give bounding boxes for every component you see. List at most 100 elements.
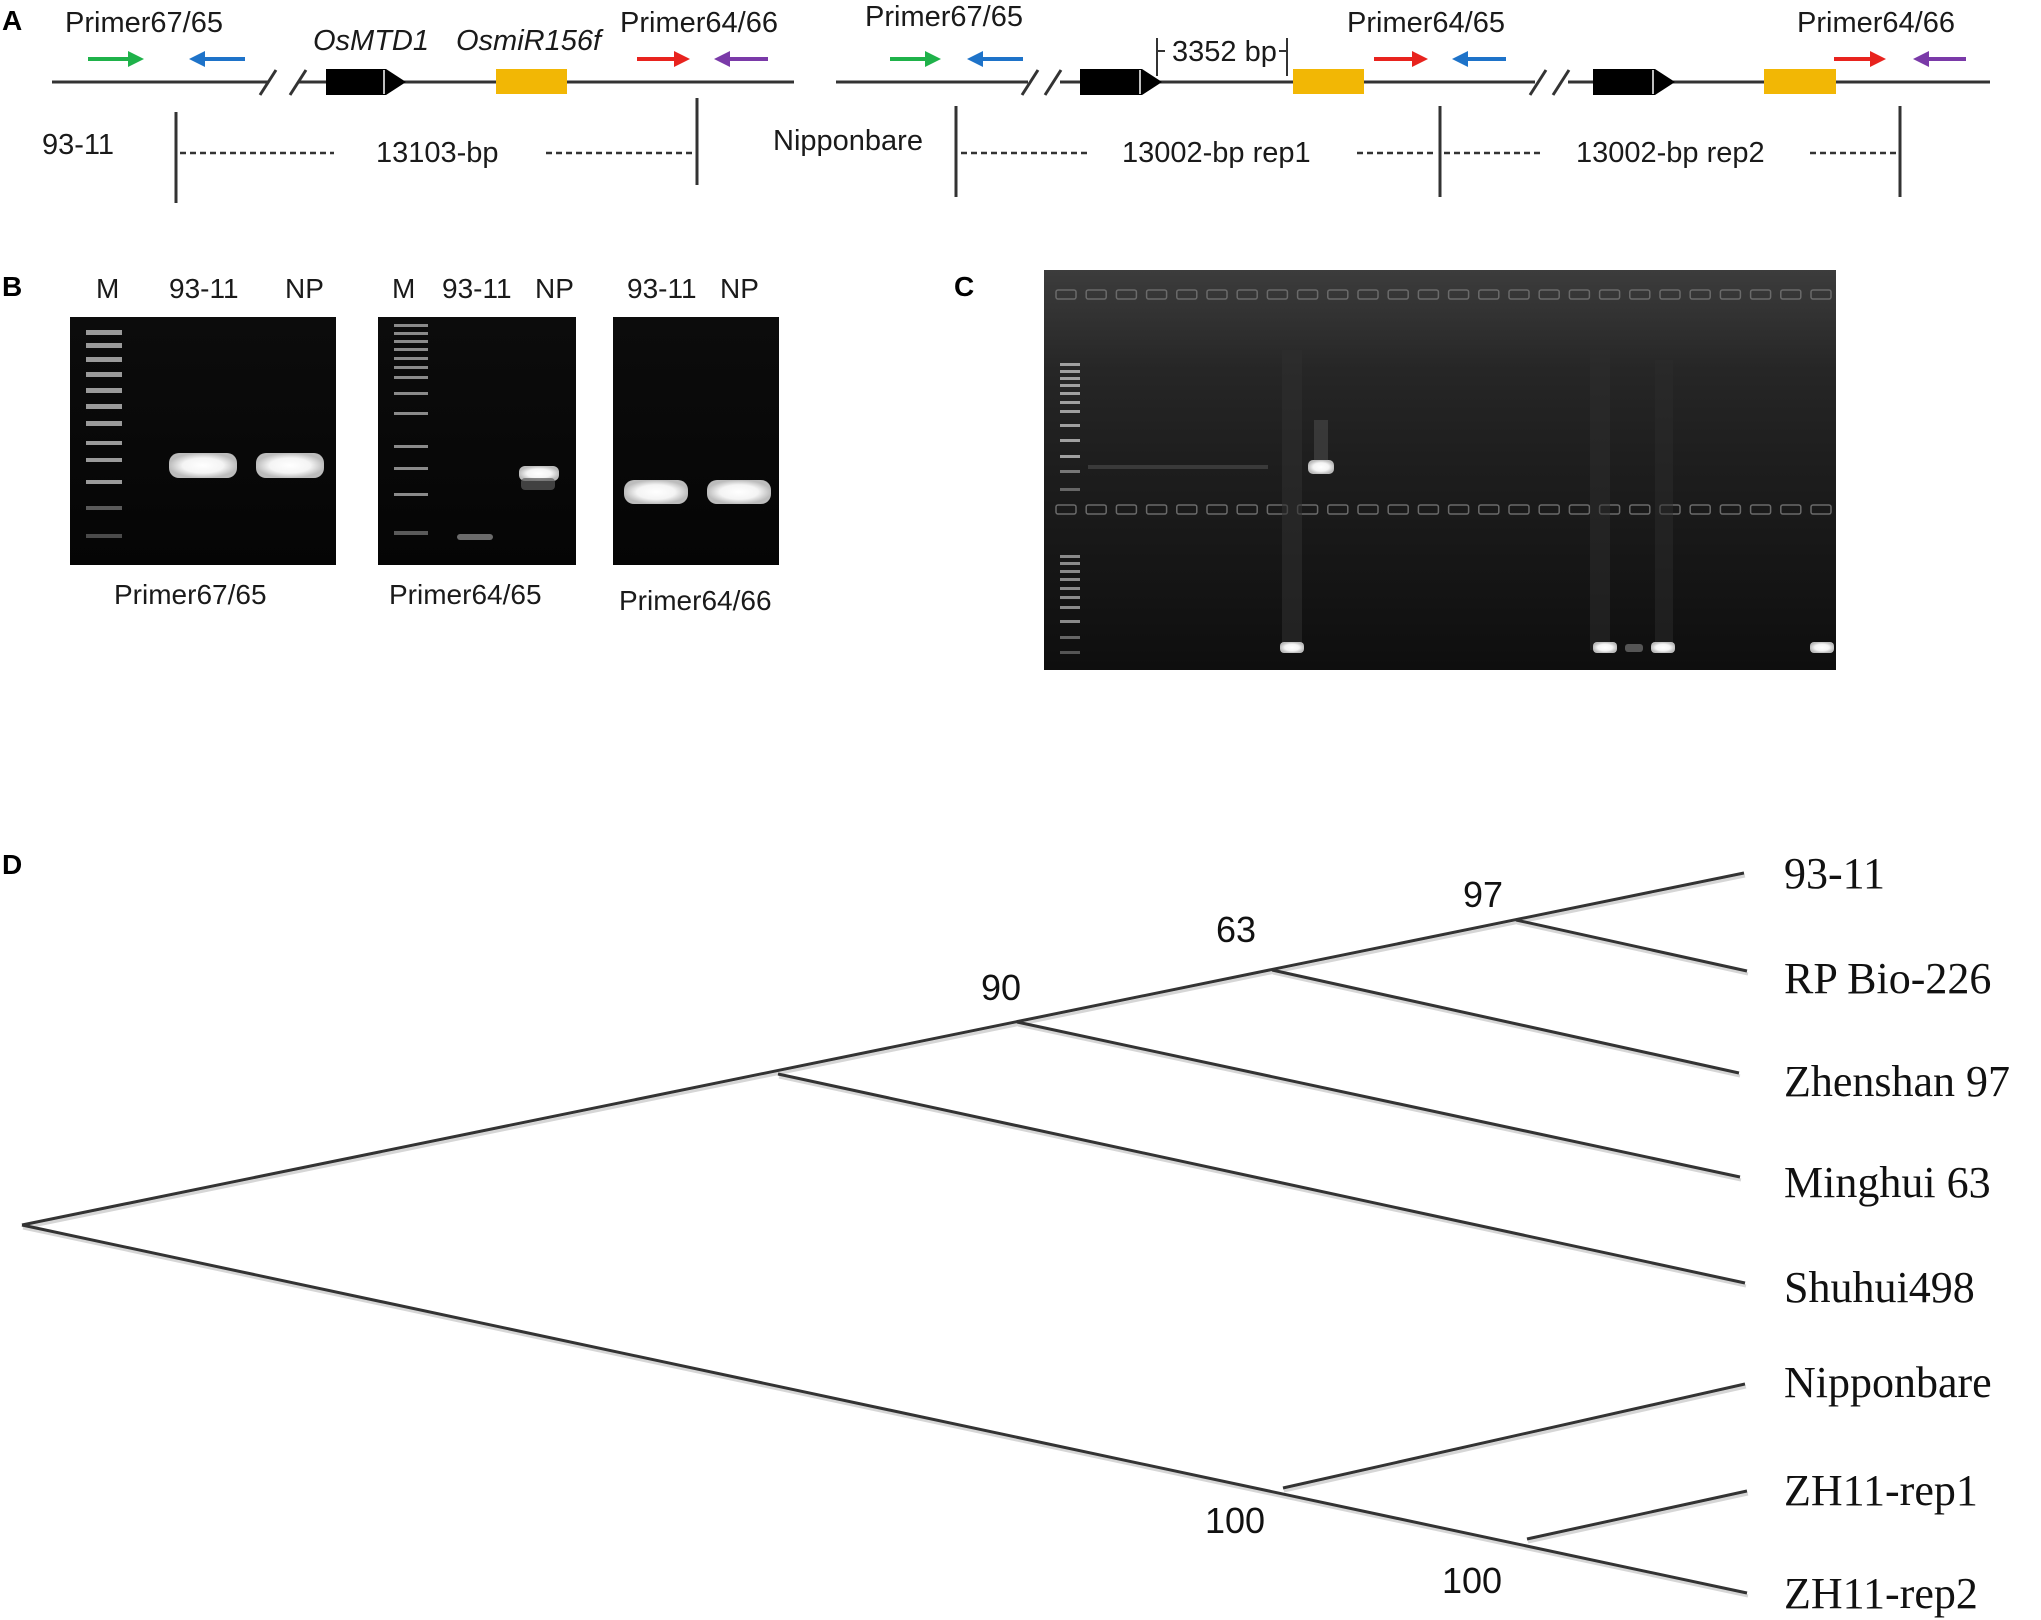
gel-well: [1719, 504, 1742, 515]
gel-band: [1651, 642, 1675, 653]
gel-primer67-65: M 93-11 NP Primer67/65: [70, 273, 336, 610]
gel-well: [1115, 289, 1138, 300]
primer-label-67-65-left: Primer67/65: [65, 7, 223, 39]
gel-well: [1508, 504, 1530, 515]
bootstrap-value: 63: [1216, 909, 1256, 950]
gel-well: [1689, 289, 1711, 300]
gel-well: [1236, 504, 1258, 515]
arrow-red-icon: [1374, 51, 1428, 67]
gene-box-osmtd1: [1080, 69, 1162, 95]
wells-row-middle: [1055, 504, 1832, 515]
gel-well: [1327, 504, 1349, 515]
gene-box-osmir156f: [1764, 69, 1836, 94]
panel-letter-c: C: [954, 271, 974, 302]
lane-label: 93-11: [169, 273, 239, 304]
lane-label: NP: [535, 273, 574, 304]
branch: [1526, 1489, 1748, 1541]
branch: [1016, 1020, 1741, 1179]
gel-band: [457, 534, 493, 540]
gel-well: [1508, 289, 1530, 300]
bootstrap-value: 100: [1442, 1560, 1502, 1601]
construct-93-11: Primer67/65 OsMTD1 OsmiR156f Primer64/66: [42, 7, 794, 203]
gel-well: [1538, 504, 1560, 515]
taxon-label: 93-11: [1784, 849, 1885, 898]
gel-image: [1044, 270, 1836, 670]
primer-label-67-65-right: Primer67/65: [865, 1, 1023, 33]
gene-label-osmir156f: OsmiR156f: [456, 25, 604, 57]
gel-well: [1689, 504, 1711, 515]
gel-band: [1810, 642, 1834, 653]
lane-label: M: [392, 273, 415, 304]
gel-well: [1719, 289, 1742, 300]
gel-band: [1625, 644, 1643, 652]
gel-well: [1568, 289, 1591, 300]
gene-box-osmir156f: [1293, 69, 1364, 94]
gel-well: [1055, 289, 1077, 300]
gel-well: [1478, 504, 1500, 515]
gel-well: [1447, 289, 1470, 300]
gene-box-osmtd1: [1593, 69, 1675, 95]
gel-well: [1568, 504, 1591, 515]
length-label-13103: 13103-bp: [376, 137, 499, 169]
branch: [21, 871, 1745, 1227]
gel-well: [1780, 504, 1802, 515]
length-label-rep2: 13002-bp rep2: [1576, 137, 1765, 169]
arrow-green-icon: [88, 51, 144, 67]
branch: [1515, 918, 1748, 973]
bootstrap-value: 90: [981, 967, 1021, 1008]
ladder-lane: [86, 330, 122, 538]
gel-well: [1176, 504, 1198, 515]
arrow-red-icon: [1834, 51, 1886, 67]
arrow-blue-icon: [967, 51, 1023, 67]
gel-well: [1206, 289, 1228, 300]
arrow-blue-icon: [189, 51, 245, 67]
wells-row-top: [1055, 289, 1832, 300]
gel-band: [519, 466, 559, 481]
arrow-green-icon: [890, 51, 941, 67]
gel-well: [1749, 504, 1772, 515]
primer-label-64-66-right: Primer64/66: [1797, 7, 1955, 39]
gel-well: [1176, 289, 1198, 300]
phylogenetic-tree: 97 63 90 100 100 93-11 RP Bio-226 Zhensh…: [21, 849, 2010, 1618]
break-mark-icon: [258, 69, 308, 96]
arrow-purple-icon: [1913, 51, 1966, 67]
length-label-rep1: 13002-bp rep1: [1122, 137, 1311, 169]
gel-caption: Primer64/66: [619, 585, 772, 616]
ladder-lane: [1060, 555, 1080, 654]
branch: [777, 1072, 1746, 1285]
taxon-label: Minghui 63: [1784, 1158, 1991, 1207]
lane-label: M: [96, 273, 119, 304]
panel-letter-d: D: [2, 849, 22, 880]
gel-well: [1145, 504, 1168, 515]
arrow-purple-icon: [714, 51, 768, 67]
arrow-blue-icon: [1452, 51, 1506, 67]
gel-well: [1266, 289, 1289, 300]
gel-band: [169, 453, 237, 478]
primer-label-64-65: Primer64/65: [1347, 7, 1505, 39]
gel-well: [1055, 504, 1077, 515]
gel-primer64-66: 93-11 NP Primer64/66: [613, 273, 779, 616]
gel-band: [1308, 460, 1334, 474]
gel-band: [256, 453, 324, 478]
panel-letter-a: A: [2, 5, 22, 36]
gel-well: [1357, 289, 1379, 300]
lane-label: 93-11: [627, 273, 697, 304]
taxon-label: ZH11-rep1: [1784, 1466, 1978, 1515]
taxon-label: Shuhui498: [1784, 1263, 1975, 1312]
gel-well: [1810, 504, 1832, 515]
gene-box-osmtd1: [326, 69, 406, 95]
primer-label-64-66-left: Primer64/66: [620, 7, 778, 39]
gel-well: [1417, 289, 1440, 300]
gel-well: [1296, 289, 1319, 300]
gel-band: [624, 480, 688, 504]
gene-box-osmir156f: [496, 69, 567, 94]
gel-image: [613, 317, 779, 565]
gel-well: [1478, 289, 1500, 300]
lane-label: NP: [720, 273, 759, 304]
taxon-label: Nipponbare: [1784, 1358, 1992, 1407]
gel-band: [1593, 642, 1617, 653]
gel-well: [1417, 504, 1440, 515]
gel-well: [1810, 289, 1832, 300]
gel-caption: Primer64/65: [389, 579, 542, 610]
